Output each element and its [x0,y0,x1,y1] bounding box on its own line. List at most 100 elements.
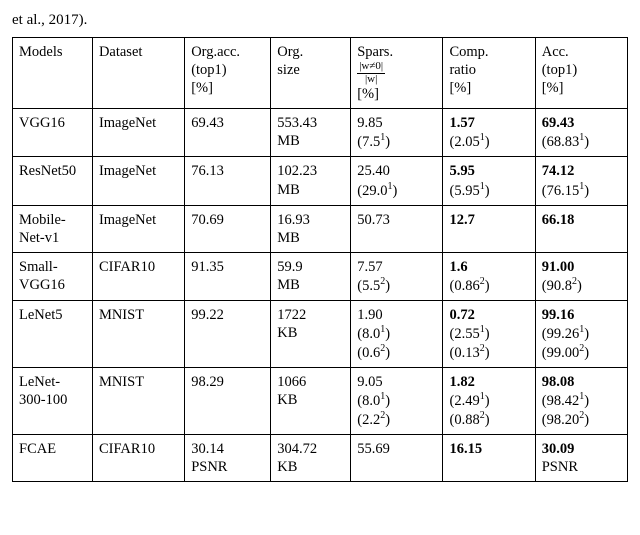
cell-model: FCAE [13,434,93,481]
v: 300-100 [19,392,67,408]
v: 2.05 [454,134,479,150]
cell-dataset: CIFAR10 [92,434,184,481]
h-spars: Spars. |w≠0| |w| [%] [351,38,443,109]
cell-spars: 55.69 [351,434,443,481]
v: 76.15 [547,182,580,198]
sup: 2 [480,410,485,421]
cell-dataset: ImageNet [92,157,184,205]
cell-dataset: MNIST [92,300,184,367]
h-comp-l1: Comp. [449,44,488,60]
v: 91.00 [542,259,575,275]
cell-acc: 99.16 (99.261) (99.002) [535,300,627,367]
h-spars-den: |w| [357,74,385,86]
v: MB [277,230,300,246]
v: MB [277,182,300,198]
cell-org-size: 102.23 MB [271,157,351,205]
sup: 2 [380,410,385,421]
h-acc-l1: Acc. [542,44,569,60]
h-comp: Comp. ratio [%] [443,38,535,109]
v: 7.57 [357,259,382,275]
cell-org-size: 16.93 MB [271,205,351,252]
v: 1.6 [449,259,467,275]
cell-comp: 12.7 [443,205,535,252]
table-row: LeNet5 MNIST 99.22 1722 KB 1.90 (8.01) (… [13,300,628,367]
v: 8.0 [362,393,380,409]
cell-spars: 25.40 (29.01) [351,157,443,205]
cell-org-acc: 91.35 [185,252,271,300]
cell-org-size: 59.9 MB [271,252,351,300]
table-row: ResNet50 ImageNet 76.13 102.23 MB 25.40 … [13,157,628,205]
sup: 2 [480,343,485,354]
v: KB [277,459,297,475]
pre-text: et al., 2017). [12,12,628,29]
cell-acc: 74.12 (76.151) [535,157,627,205]
v: 66.18 [542,212,575,228]
sup: 1 [579,181,584,192]
h-comp-l3: [%] [449,80,471,96]
v: 2.49 [454,393,479,409]
v: 7.5 [362,134,380,150]
sup: 1 [387,181,392,192]
h-models: Models [13,38,93,109]
cell-model: VGG16 [13,109,93,157]
v: 99.16 [542,307,575,323]
h-org-size-l1: Org. [277,44,303,60]
v: 59.9 [277,259,302,275]
h-spars-l1: Spars. [357,44,393,60]
cell-org-size: 1722 KB [271,300,351,367]
v: 0.72 [449,307,474,323]
cell-comp: 1.57 (2.051) [443,109,535,157]
h-org-size-l2: size [277,62,300,78]
cell-org-acc: 99.22 [185,300,271,367]
sup: 1 [480,324,485,335]
sup: 2 [380,343,385,354]
sup: 1 [380,324,385,335]
cell-spars: 9.85 (7.51) [351,109,443,157]
table-row: FCAE CIFAR10 30.14 PSNR 304.72 KB 55.69 … [13,434,628,481]
v: 9.85 [357,115,382,131]
v: 1.90 [357,307,382,323]
v: 99.26 [547,326,580,342]
cell-spars: 7.57 (5.52) [351,252,443,300]
cell-acc: 66.18 [535,205,627,252]
v: 5.95 [449,163,474,179]
cell-org-size: 1066 KB [271,367,351,434]
sup: 1 [480,391,485,402]
cell-model: LeNet5 [13,300,93,367]
v: 102.23 [277,163,317,179]
v: 0.6 [362,345,380,361]
cell-model: ResNet50 [13,157,93,205]
cell-comp: 1.6 (0.862) [443,252,535,300]
v: 9.05 [357,374,382,390]
v: 98.20 [547,412,580,428]
sup: 2 [380,276,385,287]
v: 12.7 [449,212,474,228]
h-org-acc: Org.acc. (top1) [%] [185,38,271,109]
sup: 1 [579,324,584,335]
cell-org-size: 553.43 MB [271,109,351,157]
cell-comp: 5.95 (5.951) [443,157,535,205]
v: 68.83 [547,134,580,150]
v: MB [277,277,300,293]
cell-comp: 16.15 [443,434,535,481]
h-spars-num: |w≠0| [357,61,385,74]
v: Small- [19,259,58,275]
table-row: VGG16 ImageNet 69.43 553.43 MB 9.85 (7.5… [13,109,628,157]
v: 16.93 [277,212,310,228]
v: 1.82 [449,374,474,390]
v: 0.86 [454,278,479,294]
v: 8.0 [362,326,380,342]
cell-acc: 91.00 (90.82) [535,252,627,300]
v: 2.2 [362,412,380,428]
v: VGG16 [19,277,65,293]
cell-dataset: CIFAR10 [92,252,184,300]
cell-org-acc: 30.14 PSNR [185,434,271,481]
cell-org-acc: 76.13 [185,157,271,205]
cell-spars: 50.73 [351,205,443,252]
v: 69.43 [542,115,575,131]
sup: 2 [480,276,485,287]
v: MB [277,133,300,149]
cell-comp: 1.82 (2.491) (0.882) [443,367,535,434]
cell-org-acc: 69.43 [185,109,271,157]
sup: 2 [579,410,584,421]
